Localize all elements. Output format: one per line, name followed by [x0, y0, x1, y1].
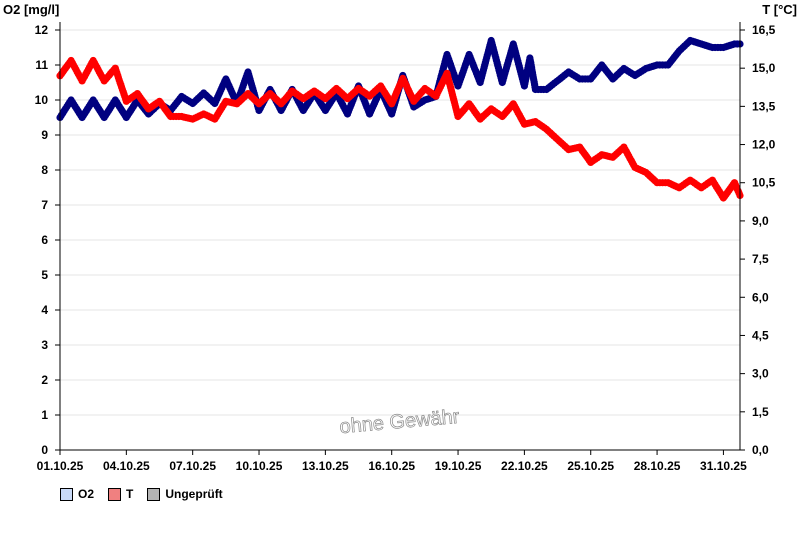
- right-tick-label: 1,5: [752, 405, 769, 419]
- x-tick-label: 04.10.25: [103, 459, 150, 473]
- axes: 01234567891011120,01,53,04,56,07,59,010,…: [35, 22, 776, 473]
- x-tick-label: 28.10.25: [634, 459, 681, 473]
- x-tick-label: 19.10.25: [435, 459, 482, 473]
- right-tick-label: 9,0: [752, 214, 769, 228]
- right-tick-label: 0,0: [752, 443, 769, 457]
- right-tick-label: 4,5: [752, 328, 769, 342]
- left-tick-label: 5: [41, 268, 48, 282]
- right-tick-label: 12,0: [752, 138, 776, 152]
- right-tick-label: 6,0: [752, 290, 769, 304]
- legend-label-o2: O2: [78, 487, 95, 501]
- legend: O2 T Ungeprüft: [60, 487, 223, 501]
- x-tick-label: 25.10.25: [567, 459, 614, 473]
- right-tick-label: 13,5: [752, 99, 776, 113]
- left-tick-label: 8: [41, 163, 48, 177]
- x-tick-label: 07.10.25: [169, 459, 216, 473]
- legend-item-ungeprueft[interactable]: Ungeprüft: [147, 487, 223, 501]
- x-tick-label: 01.10.25: [37, 459, 84, 473]
- left-tick-label: 1: [41, 408, 48, 422]
- right-axis-title: T [°C]: [762, 2, 797, 17]
- left-tick-label: 0: [41, 443, 48, 457]
- x-tick-label: 31.10.25: [700, 459, 747, 473]
- left-tick-label: 6: [41, 233, 48, 247]
- x-tick-label: 22.10.25: [501, 459, 548, 473]
- left-tick-label: 9: [41, 128, 48, 142]
- x-tick-label: 16.10.25: [368, 459, 415, 473]
- legend-item-o2[interactable]: O2: [60, 487, 94, 501]
- watermark: ohne Gewähr: [339, 406, 461, 438]
- left-tick-label: 12: [35, 23, 49, 37]
- series-layer: [56, 36, 744, 202]
- left-tick-label: 7: [41, 198, 48, 212]
- left-tick-label: 10: [35, 93, 49, 107]
- legend-item-t[interactable]: T: [108, 487, 133, 501]
- x-tick-label: 13.10.25: [302, 459, 349, 473]
- right-tick-label: 7,5: [752, 252, 769, 266]
- legend-label-ungeprueft: Ungeprüft: [165, 487, 223, 501]
- legend-swatch-ungeprueft: [147, 487, 161, 501]
- left-tick-label: 2: [41, 373, 48, 387]
- legend-swatch-o2: [60, 487, 73, 501]
- right-tick-label: 10,5: [752, 176, 776, 190]
- left-axis-title: O2 [mg/l]: [3, 2, 59, 17]
- right-tick-label: 16,5: [752, 23, 776, 37]
- grid: [60, 29, 740, 416]
- right-tick-label: 15,0: [752, 61, 776, 75]
- x-tick-label: 10.10.25: [236, 459, 283, 473]
- legend-swatch-t: [108, 487, 122, 501]
- legend-label-t: T: [126, 487, 134, 501]
- left-tick-label: 3: [41, 338, 48, 352]
- right-tick-label: 3,0: [752, 367, 769, 381]
- left-tick-label: 4: [41, 303, 48, 317]
- left-tick-label: 11: [35, 58, 48, 72]
